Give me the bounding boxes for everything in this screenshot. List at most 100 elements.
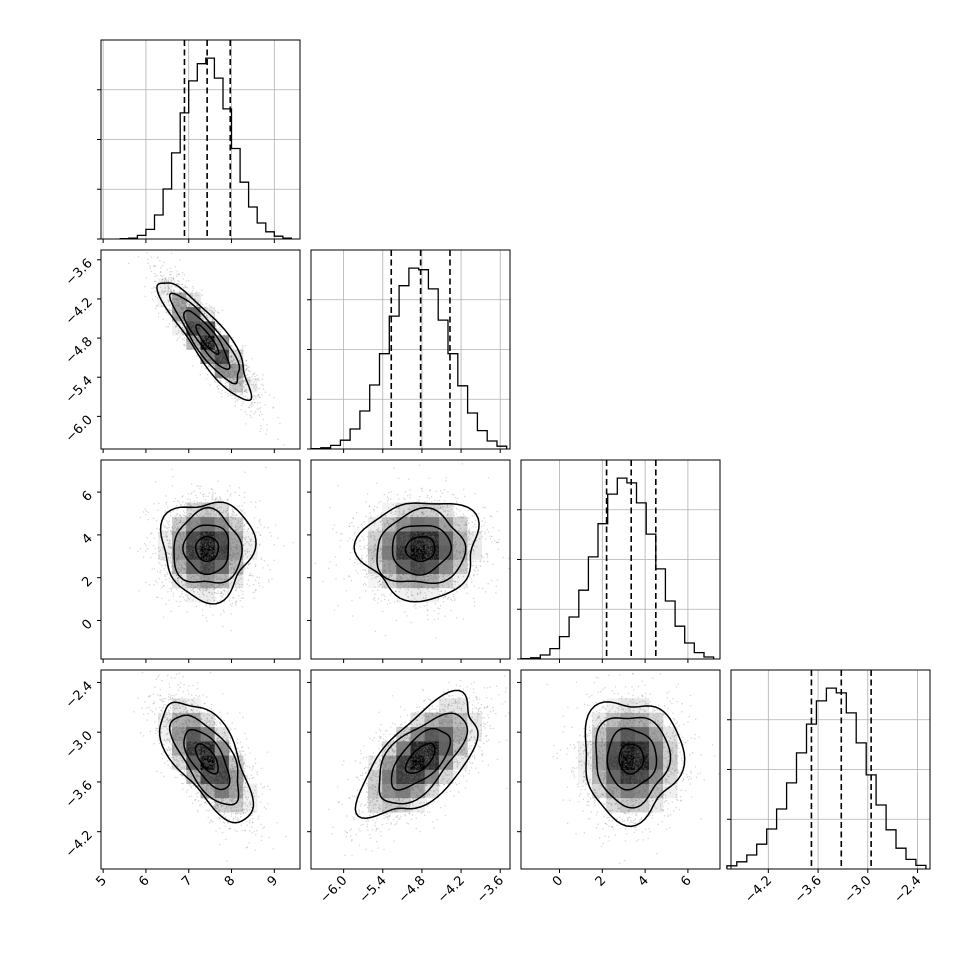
sample-point [183, 562, 185, 565]
sample-point [204, 526, 206, 528]
sample-point [167, 542, 170, 544]
sample-point [232, 363, 235, 366]
sample-point [175, 275, 178, 277]
sample-point [246, 373, 249, 376]
sample-point [205, 603, 208, 606]
sample-point [190, 347, 193, 350]
sample-point [172, 277, 175, 280]
sample-point [193, 559, 196, 561]
density-cell [467, 712, 482, 728]
sample-point [229, 582, 232, 585]
sample-point [253, 517, 256, 519]
density-cell [214, 769, 230, 784]
sample-point [194, 321, 197, 324]
sample-point [237, 533, 240, 535]
sample-point [230, 394, 232, 397]
density-cell [592, 755, 607, 770]
density-cell [438, 559, 454, 574]
density-cell [382, 755, 397, 770]
sample-point [242, 400, 245, 403]
sample-point [240, 349, 243, 351]
sample-point [211, 569, 214, 571]
sample-point [219, 497, 222, 499]
sample-point [230, 562, 232, 565]
sample-point [228, 521, 231, 523]
sample-point [234, 369, 236, 371]
sample-point [201, 592, 203, 594]
sample-point [242, 509, 244, 512]
sample-point [235, 514, 237, 517]
sample-point [185, 552, 188, 555]
sample-point [172, 294, 175, 297]
sample-point [213, 513, 215, 515]
sample-point [198, 502, 201, 504]
density-cell [228, 377, 244, 393]
sample-point [211, 364, 214, 366]
sample-point [259, 543, 261, 545]
sample-point [191, 309, 194, 312]
sample-point [229, 603, 231, 606]
sample-point [237, 541, 239, 543]
sample-point [228, 357, 230, 360]
sample-point [230, 613, 232, 615]
sample-point [242, 349, 244, 352]
sample-point [184, 296, 186, 298]
sample-point [223, 536, 225, 539]
sample-point [197, 584, 199, 587]
sample-point [193, 500, 195, 503]
sample-point [177, 554, 180, 556]
sample-point [235, 604, 237, 606]
sample-point [212, 504, 215, 506]
sample-point [212, 348, 215, 350]
sample-point [200, 328, 203, 330]
sample-point [220, 548, 223, 550]
sample-point [260, 556, 263, 559]
sample-point [196, 305, 198, 307]
sample-point [234, 405, 236, 407]
sample-point [211, 319, 214, 321]
density-cell [367, 516, 383, 532]
sample-point [154, 280, 156, 282]
sample-point [219, 331, 222, 333]
sample-point [171, 582, 173, 584]
sample-point [187, 313, 190, 316]
sample-point [177, 556, 180, 559]
sample-point [251, 375, 253, 378]
sample-point [193, 551, 195, 553]
sample-point [170, 276, 173, 279]
sample-point [204, 513, 207, 515]
density-cell [453, 726, 468, 742]
sample-point [215, 364, 218, 367]
sample-point [219, 580, 222, 582]
density-cell [620, 797, 635, 813]
sample-point [201, 331, 204, 334]
sample-point [196, 587, 199, 590]
sample-point [249, 414, 251, 416]
sample-point [186, 340, 188, 343]
sample-point [216, 356, 218, 358]
sample-point [216, 343, 219, 345]
sample-point [252, 591, 254, 594]
sample-point [266, 428, 268, 431]
sample-point [231, 564, 234, 566]
sample-point [167, 284, 169, 287]
sample-point [191, 569, 194, 571]
sample-point [205, 315, 208, 317]
sample-point [216, 339, 218, 342]
density-cell [424, 741, 440, 756]
sample-point [205, 576, 208, 578]
sample-point [176, 548, 178, 551]
sample-point [208, 351, 210, 354]
sample-point [219, 357, 222, 360]
sample-point [191, 522, 193, 525]
sample-point [218, 506, 221, 508]
sample-point [210, 528, 213, 531]
sample-point [187, 319, 189, 321]
sample-point [222, 544, 224, 547]
sample-point [185, 280, 188, 282]
sample-point [179, 549, 182, 552]
sample-point [175, 332, 178, 335]
sample-point [222, 548, 225, 550]
sample-point [205, 563, 208, 565]
sample-point [196, 319, 198, 321]
